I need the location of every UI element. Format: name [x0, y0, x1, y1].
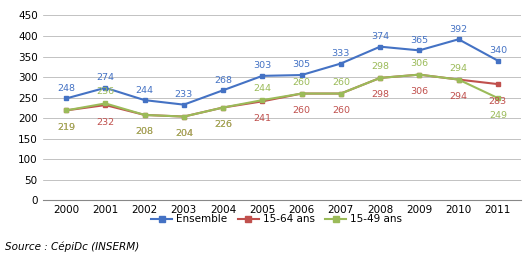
Text: 233: 233 [174, 90, 193, 99]
15-64 ans [298, 92, 305, 95]
Text: 244: 244 [136, 86, 154, 95]
Text: 236: 236 [96, 87, 114, 96]
Text: 226: 226 [214, 120, 232, 129]
Ensemble [102, 86, 109, 89]
15-64 ans [377, 76, 383, 79]
Text: 208: 208 [136, 127, 154, 136]
Text: 248: 248 [57, 84, 75, 93]
Text: 204: 204 [175, 129, 193, 138]
Legend: Ensemble, 15-64 ans, 15-49 ans: Ensemble, 15-64 ans, 15-49 ans [147, 210, 406, 229]
Ensemble [416, 49, 422, 52]
Text: 306: 306 [410, 59, 428, 68]
Ensemble [377, 45, 383, 48]
15-49 ans [455, 78, 462, 81]
15-64 ans [181, 115, 187, 118]
Text: 274: 274 [96, 73, 114, 82]
Text: 226: 226 [214, 120, 232, 129]
Text: 260: 260 [293, 78, 311, 87]
Text: 244: 244 [253, 84, 271, 93]
15-49 ans [377, 76, 383, 79]
Text: 340: 340 [489, 46, 507, 55]
Ensemble [455, 38, 462, 41]
15-49 ans [63, 109, 69, 112]
15-64 ans [338, 92, 344, 95]
15-64 ans [63, 109, 69, 112]
Text: 305: 305 [293, 60, 311, 69]
Text: 374: 374 [371, 32, 389, 41]
Text: 303: 303 [253, 61, 271, 70]
Line: 15-49 ans: 15-49 ans [64, 72, 500, 119]
Ensemble [259, 74, 265, 77]
Text: 204: 204 [175, 129, 193, 138]
Text: 219: 219 [57, 123, 75, 132]
Text: 283: 283 [489, 97, 507, 106]
15-49 ans [259, 99, 265, 102]
Text: 333: 333 [331, 49, 350, 58]
Text: 219: 219 [57, 123, 75, 132]
15-49 ans [495, 97, 501, 100]
15-64 ans [142, 113, 148, 116]
Text: Source : CépiDc (INSERM): Source : CépiDc (INSERM) [5, 241, 139, 252]
15-64 ans [455, 78, 462, 81]
15-49 ans [416, 73, 422, 76]
Text: 268: 268 [214, 76, 232, 85]
Line: Ensemble: Ensemble [64, 37, 500, 107]
Text: 260: 260 [332, 106, 350, 115]
Text: 232: 232 [96, 117, 114, 126]
15-49 ans [220, 106, 226, 109]
Ensemble [63, 97, 69, 100]
Ensemble [142, 99, 148, 102]
Text: 365: 365 [410, 36, 428, 45]
Text: 294: 294 [450, 92, 468, 101]
Text: 260: 260 [332, 78, 350, 87]
15-49 ans [181, 115, 187, 118]
Text: 298: 298 [371, 62, 389, 71]
15-64 ans [495, 82, 501, 86]
Ensemble [338, 62, 344, 65]
15-64 ans [102, 104, 109, 107]
Text: 249: 249 [489, 111, 507, 120]
Text: 298: 298 [371, 90, 389, 99]
Text: 306: 306 [410, 87, 428, 96]
Text: 208: 208 [136, 127, 154, 136]
15-64 ans [259, 100, 265, 103]
15-64 ans [220, 106, 226, 109]
15-49 ans [102, 102, 109, 105]
Ensemble [181, 103, 187, 106]
15-49 ans [298, 92, 305, 95]
Text: 241: 241 [253, 114, 271, 123]
15-64 ans [416, 73, 422, 76]
Text: 392: 392 [450, 25, 468, 34]
Ensemble [298, 74, 305, 77]
15-49 ans [338, 92, 344, 95]
15-49 ans [142, 113, 148, 116]
Line: 15-64 ans: 15-64 ans [64, 72, 500, 119]
Ensemble [220, 89, 226, 92]
Ensemble [495, 59, 501, 62]
Text: 294: 294 [450, 64, 468, 73]
Text: 260: 260 [293, 106, 311, 115]
